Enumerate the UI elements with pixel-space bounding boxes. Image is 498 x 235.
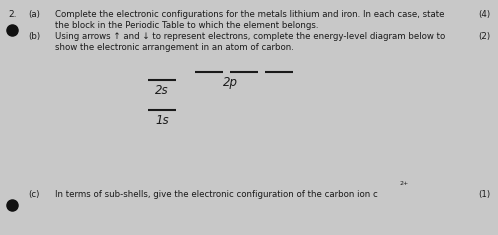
Text: Using arrows ↑ and ↓ to represent electrons, complete the energy-level diagram b: Using arrows ↑ and ↓ to represent electr… bbox=[55, 32, 445, 41]
Text: Complete the electronic configurations for the metals lithium and iron. In each : Complete the electronic configurations f… bbox=[55, 10, 445, 19]
Text: 1s: 1s bbox=[155, 114, 169, 127]
Text: (4): (4) bbox=[478, 10, 490, 19]
Text: (a): (a) bbox=[28, 10, 40, 19]
Text: show the electronic arrangement in an atom of carbon.: show the electronic arrangement in an at… bbox=[55, 43, 294, 52]
Text: the block in the Periodic Table to which the element belongs.: the block in the Periodic Table to which… bbox=[55, 21, 319, 30]
Text: In terms of sub-shells, give the electronic configuration of the carbon ion c: In terms of sub-shells, give the electro… bbox=[55, 190, 378, 199]
Text: 2s: 2s bbox=[155, 84, 169, 97]
Text: (1): (1) bbox=[478, 190, 490, 199]
Text: (c): (c) bbox=[28, 190, 39, 199]
Text: 2.: 2. bbox=[8, 10, 16, 19]
Text: (2): (2) bbox=[478, 32, 490, 41]
Text: (b): (b) bbox=[28, 32, 40, 41]
Text: 2+: 2+ bbox=[400, 181, 409, 186]
Text: 2p: 2p bbox=[223, 76, 238, 89]
